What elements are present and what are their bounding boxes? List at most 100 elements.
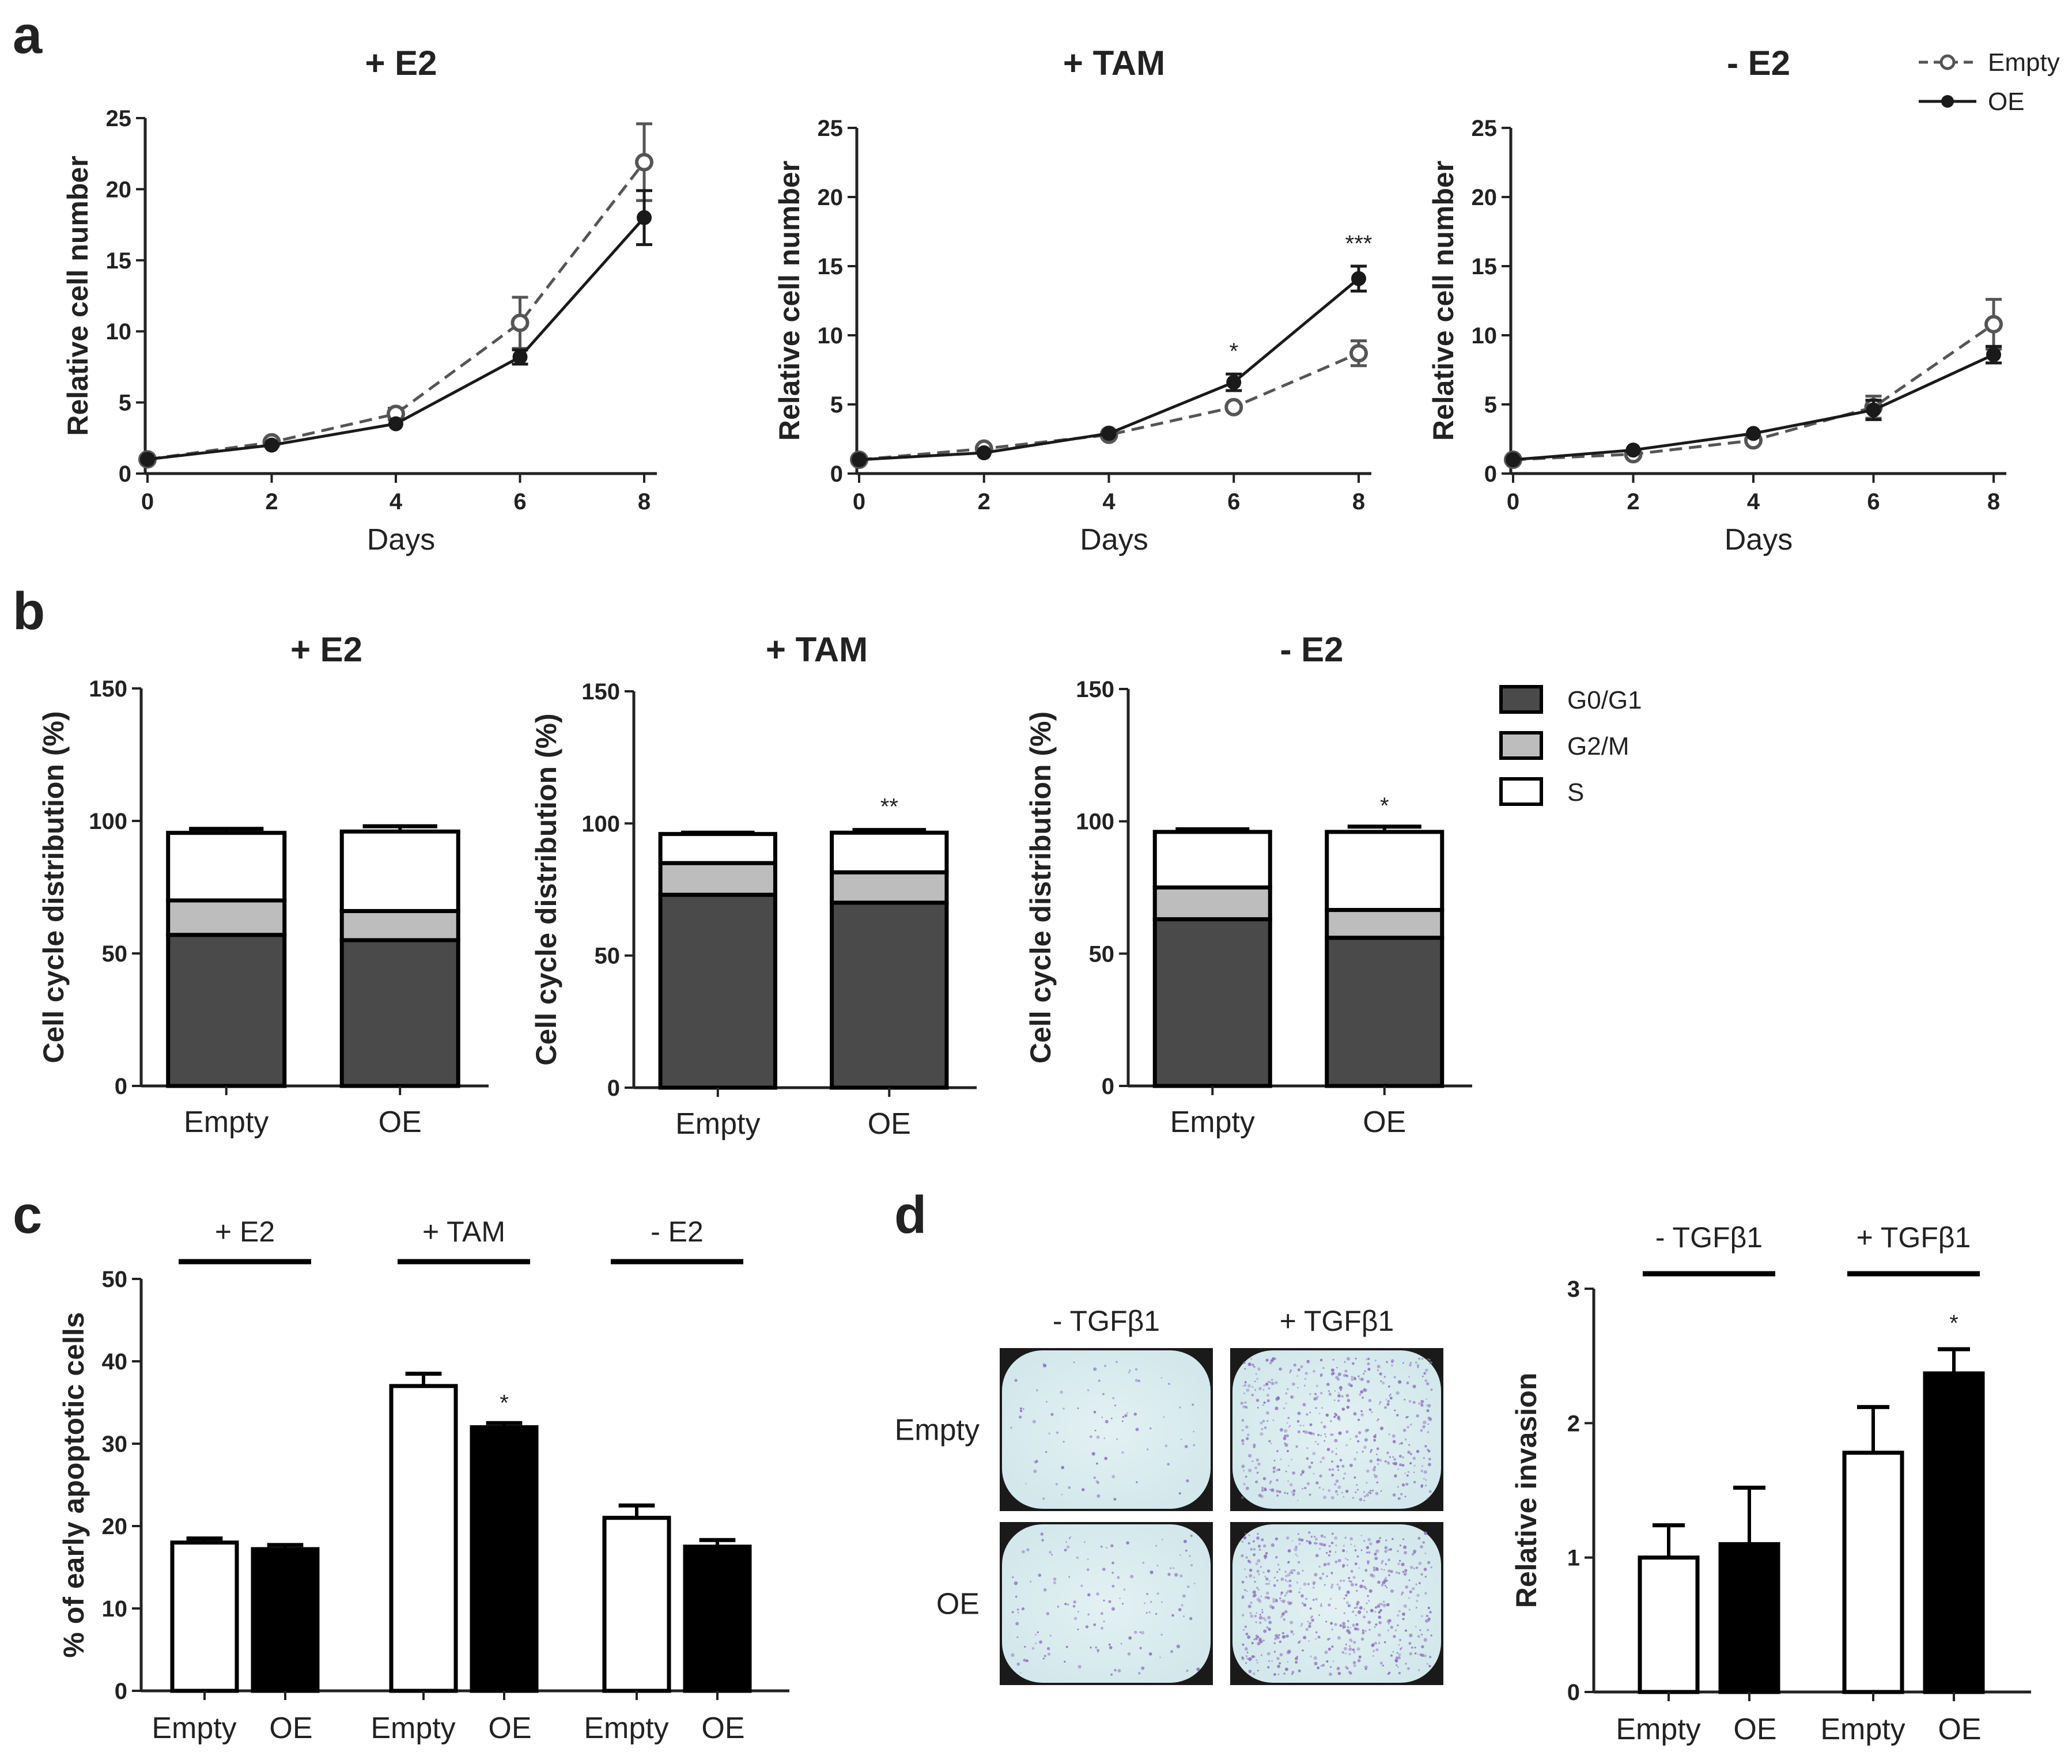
stained-cell: [1254, 1389, 1256, 1391]
stained-cell: [1296, 1581, 1298, 1584]
stained-cell: [1369, 1542, 1372, 1546]
stained-cell: [1399, 1463, 1402, 1467]
stained-cell: [1162, 1539, 1163, 1540]
stained-cell: [1275, 1358, 1277, 1360]
stained-cell: [1293, 1363, 1296, 1367]
stained-cell: [1355, 1583, 1358, 1586]
category-label: Empty: [370, 1712, 455, 1745]
stained-cell: [1305, 1627, 1309, 1631]
stained-cell: [1276, 1494, 1279, 1497]
stained-cell: [1330, 1368, 1334, 1372]
stained-cell: [1408, 1376, 1411, 1378]
stained-cell: [1293, 1569, 1296, 1572]
stained-cell: [1326, 1383, 1330, 1387]
stained-cell: [1250, 1358, 1253, 1360]
stained-cell: [1043, 1655, 1047, 1657]
stained-cell: [1077, 1665, 1082, 1669]
stained-cell: [1032, 1419, 1036, 1424]
stained-cell: [1144, 1602, 1146, 1604]
stained-cell: [1283, 1407, 1285, 1410]
stained-cell: [1326, 1660, 1329, 1663]
stained-cell: [1329, 1419, 1332, 1422]
stained-cell: [1420, 1545, 1423, 1549]
stained-cell: [1358, 1567, 1360, 1569]
stained-cell: [1362, 1580, 1364, 1582]
stained-cell: [1398, 1572, 1401, 1574]
stained-cell: [1377, 1418, 1379, 1421]
stained-cell: [1287, 1649, 1291, 1653]
stained-cell: [1349, 1638, 1352, 1642]
stained-cell: [1366, 1602, 1368, 1604]
stained-cell: [1275, 1537, 1278, 1540]
stained-cell: [1337, 1469, 1340, 1471]
stained-cell: [1262, 1404, 1264, 1406]
panel-label-d: d: [894, 1186, 927, 1244]
stained-cell: [1281, 1611, 1285, 1615]
stained-cell: [1315, 1638, 1317, 1640]
stained-cell: [1193, 1444, 1196, 1447]
y-tick-label: 10: [102, 1596, 128, 1622]
stained-cell: [1068, 1537, 1071, 1539]
significance-marker: *: [1380, 793, 1389, 819]
stained-cell: [1385, 1399, 1387, 1400]
stained-cell: [1325, 1621, 1328, 1623]
stained-cell: [1076, 1556, 1079, 1559]
stained-cell: [1277, 1673, 1280, 1675]
stained-cell: [1186, 1479, 1189, 1483]
stained-cell: [1397, 1656, 1401, 1660]
stained-cell: [1254, 1581, 1256, 1583]
stained-cell: [1273, 1576, 1276, 1579]
stained-cell: [1369, 1490, 1371, 1492]
stained-cell: [1363, 1608, 1366, 1610]
stained-cell: [1413, 1464, 1416, 1467]
stained-cell: [1279, 1428, 1283, 1432]
stained-cell: [1139, 1646, 1142, 1649]
stained-cell: [1254, 1380, 1256, 1383]
stained-cell: [1170, 1650, 1174, 1653]
stained-cell: [1258, 1621, 1262, 1624]
stained-cell: [1246, 1388, 1250, 1392]
stained-cell: [1250, 1614, 1254, 1618]
stained-cell: [1420, 1403, 1423, 1406]
stained-cell: [1286, 1422, 1288, 1424]
stained-cell: [1015, 1622, 1019, 1626]
stained-cell: [1307, 1531, 1311, 1534]
stained-cell: [1298, 1561, 1300, 1564]
stained-cell: [1053, 1581, 1056, 1584]
stained-cell: [1311, 1618, 1314, 1622]
bar-segment-g0g1: [166, 933, 287, 1088]
stained-cell: [1360, 1549, 1363, 1551]
stained-cell: [1241, 1597, 1244, 1599]
chart-title: + TAM: [766, 630, 868, 669]
stained-cell: [1353, 1664, 1356, 1667]
stained-cell: [1317, 1398, 1318, 1400]
stained-cell: [1331, 1628, 1333, 1631]
stained-cell: [1338, 1431, 1342, 1435]
stained-cell: [1257, 1641, 1261, 1646]
stained-cell: [1247, 1604, 1251, 1608]
stained-cell: [1426, 1409, 1430, 1413]
stained-cell: [1330, 1433, 1333, 1436]
stained-cell: [1395, 1571, 1398, 1574]
stained-cell: [1179, 1554, 1181, 1556]
stained-cell: [1422, 1541, 1425, 1544]
stained-cell: [1315, 1407, 1317, 1409]
stained-cell: [1187, 1585, 1190, 1588]
stained-cell: [1110, 1673, 1113, 1676]
stained-cell: [1179, 1574, 1183, 1578]
stained-cell: [1341, 1464, 1345, 1468]
category-label: OE: [1733, 1713, 1776, 1746]
stained-cell: [1320, 1543, 1324, 1546]
stained-cell: [1291, 1569, 1293, 1572]
stained-cell: [1397, 1497, 1400, 1500]
data-point-empty: [1984, 315, 2003, 334]
stained-cell: [1383, 1406, 1387, 1409]
stained-cell: [1367, 1368, 1371, 1371]
stained-cell: [1264, 1487, 1266, 1490]
stained-cell: [1412, 1587, 1415, 1591]
stained-cell: [1068, 1486, 1071, 1489]
stained-cell: [1019, 1415, 1022, 1419]
stained-cell: [1346, 1601, 1349, 1604]
category-label: Empty: [152, 1712, 236, 1745]
stained-cell: [1252, 1672, 1256, 1675]
